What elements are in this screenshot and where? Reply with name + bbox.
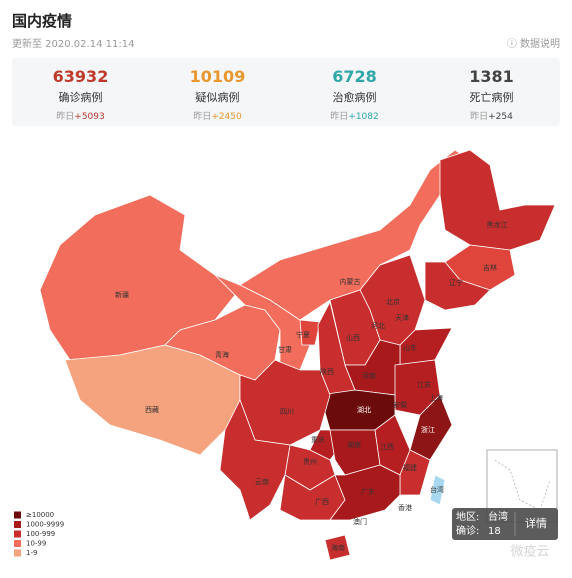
stat-delta-row: 昨日+254 <box>423 109 560 122</box>
stat-label: 治愈病例 <box>332 91 377 104</box>
region-shape[interactable] <box>439 149 556 251</box>
stat: 6728 治愈病例昨日+1082 <box>286 58 423 126</box>
region-label: 安徽 <box>393 400 407 409</box>
region-label: 内蒙古 <box>340 277 361 286</box>
region-label: 吉林 <box>483 263 497 272</box>
region-label: 天津 <box>395 314 409 322</box>
stat-value: 6728 <box>332 67 377 86</box>
region-label: 北京 <box>386 297 400 306</box>
legend-label: 1-9 <box>26 549 37 557</box>
region-shape[interactable] <box>409 394 453 461</box>
stat-value: 1381 <box>469 67 514 86</box>
stat-delta: +5093 <box>74 112 105 122</box>
region-label: 黑龙江 <box>487 220 508 229</box>
legend-label: 10-99 <box>26 540 46 548</box>
legend-swatch <box>14 540 21 547</box>
legend-swatch <box>14 511 21 519</box>
updated-time: 更新至 2020.02.14 11:14 <box>12 39 135 50</box>
legend-label: 100-999 <box>26 530 55 538</box>
stat-value: 10109 <box>189 67 246 86</box>
title: 国内疫情 <box>12 12 73 30</box>
tooltip-region-label: 地区: <box>456 510 479 523</box>
tooltip-region: 台湾 <box>488 510 508 523</box>
region-label: 河南 <box>362 371 376 380</box>
region-shape[interactable] <box>219 399 291 521</box>
legend-label: 1000-9999 <box>26 521 64 529</box>
provinces <box>39 149 556 561</box>
legend-swatch <box>14 549 21 557</box>
region-shape[interactable] <box>299 319 321 346</box>
region-label: 四川 <box>280 408 294 416</box>
region-shape[interactable] <box>324 534 351 561</box>
stat-delta-row: 昨日+5093 <box>12 109 149 122</box>
legend-swatch <box>14 521 21 528</box>
region-shape[interactable] <box>329 464 401 521</box>
region-label: 河北 <box>371 322 385 330</box>
info-text[interactable]: 数据说明 <box>520 39 560 50</box>
region-label: 台湾 <box>430 485 444 494</box>
stat-delta: +254 <box>488 112 513 122</box>
stat-label: 确诊病例 <box>58 91 103 104</box>
stat: 1381 死亡病例昨日+254 <box>423 58 560 126</box>
region-label: 湖南 <box>347 440 361 449</box>
region-shape[interactable] <box>424 261 491 311</box>
region-label: 湖北 <box>357 405 371 414</box>
stat: 63932 确诊病例昨日+5093 <box>12 58 149 126</box>
stat-delta-prefix: 昨日 <box>330 112 349 122</box>
region-label: 香港 <box>398 503 412 512</box>
legend-swatch <box>14 530 21 538</box>
region-label: 山西 <box>346 333 360 342</box>
tooltip-count: 18 <box>488 526 501 537</box>
region-label: 澳门 <box>353 517 367 526</box>
stat-label: 死亡病例 <box>469 91 514 104</box>
tooltip-count-label: 确诊: <box>456 524 479 537</box>
info-link[interactable]: ⓘ 数据说明 <box>506 39 560 50</box>
tooltip-detail[interactable]: 详情 <box>525 516 547 530</box>
inset-border <box>494 459 551 511</box>
region-label: 江苏 <box>417 380 431 389</box>
stat-delta-prefix: 昨日 <box>470 112 489 122</box>
region-label: 浙江 <box>421 425 435 434</box>
region-label: 宁夏 <box>296 330 310 339</box>
region-label: 云南 <box>255 477 269 486</box>
stat-delta: +1082 <box>348 112 379 122</box>
region-label: 西藏 <box>145 405 159 414</box>
stat-delta-row: 昨日+2450 <box>149 109 286 122</box>
region-label: 青海 <box>215 350 229 359</box>
region-label: 甘肃 <box>278 345 292 354</box>
watermark: 微疫云 <box>510 544 549 560</box>
region-label: 上海 <box>429 393 443 402</box>
stat-delta: +2450 <box>211 112 242 122</box>
region-label: 陕西 <box>320 367 334 376</box>
region-label: 广西 <box>315 497 329 506</box>
tooltip-bg <box>452 508 558 540</box>
region-label: 贵州 <box>303 457 317 466</box>
region-label: 新疆 <box>115 290 129 299</box>
stats-panel: 63932 确诊病例 昨日+5093 10109 疑似病例 昨日+2450 6728 治愈病例… <box>12 58 560 126</box>
region-label: 福建 <box>403 463 417 472</box>
region-label: 江西 <box>380 443 394 451</box>
region-label: 海南 <box>331 543 345 552</box>
region-label: 重庆 <box>311 435 325 444</box>
stat-delta-row: 昨日+1082 <box>286 109 423 122</box>
legend-label: ≥10000 <box>26 511 54 519</box>
stat-delta-prefix: 昨日 <box>56 112 75 122</box>
stat-label: 疑似病例 <box>195 91 240 104</box>
stat: 10109 疑似病例昨日+2450 <box>149 58 286 126</box>
region-label: 山东 <box>403 343 417 352</box>
region-shape[interactable] <box>429 474 446 506</box>
region-label: 广东 <box>361 487 375 496</box>
stat-delta-prefix: 昨日 <box>193 112 212 122</box>
region-label: 辽宁 <box>449 278 463 287</box>
stat-value: 63932 <box>52 67 109 86</box>
